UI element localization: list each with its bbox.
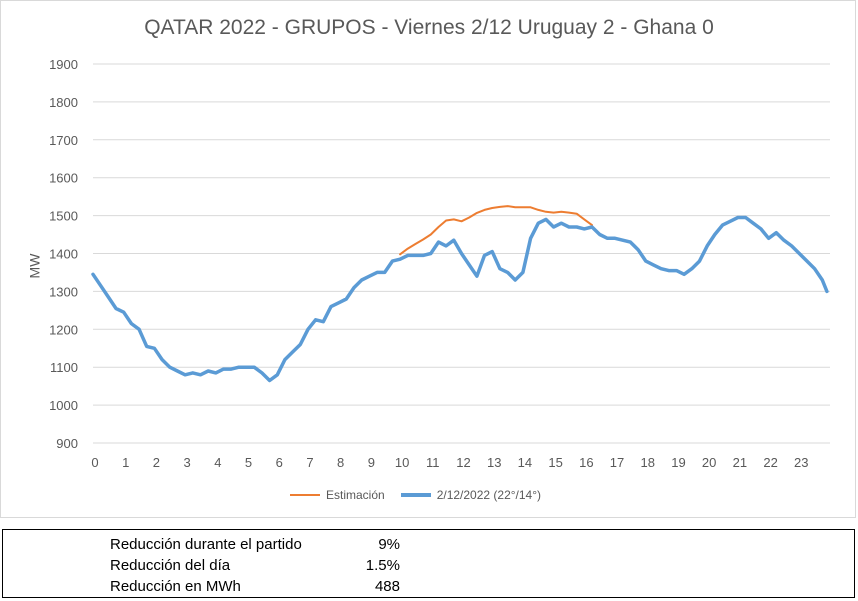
x-tick-label: 0 (91, 455, 98, 470)
legend-swatch-estimacion (290, 494, 320, 496)
summary-label: Reducción del día (110, 557, 231, 574)
x-tick-label: 5 (245, 455, 252, 470)
x-tick-label: 13 (487, 455, 501, 470)
series-line-estimacion (399, 205, 593, 256)
y-axis-label: MW (26, 253, 43, 279)
x-tick-label: 14 (518, 455, 532, 470)
chart-area (0, 0, 856, 518)
y-tick-label: 1700 (49, 133, 78, 148)
x-tick-label: 10 (395, 455, 409, 470)
x-tick-label: 8 (337, 455, 344, 470)
x-tick-label: 23 (794, 455, 808, 470)
y-tick-label: 1500 (49, 209, 78, 224)
x-tick-label: 17 (610, 455, 624, 470)
x-tick-label: 2 (153, 455, 160, 470)
x-tick-label: 4 (214, 455, 221, 470)
x-tick-label: 7 (306, 455, 313, 470)
x-tick-label: 6 (276, 455, 283, 470)
y-tick-label: 1800 (49, 95, 78, 110)
x-tick-label: 21 (733, 455, 747, 470)
y-tick-label: 900 (56, 436, 78, 451)
x-tick-label: 22 (763, 455, 777, 470)
x-tick-label: 12 (456, 455, 470, 470)
series-line-actual (91, 215, 829, 383)
summary-value: 1.5% (365, 557, 400, 574)
summary-label: Reducción durante el partido (110, 536, 302, 553)
x-tick-label: 19 (671, 455, 685, 470)
x-tick-label: 20 (702, 455, 716, 470)
y-tick-label: 1300 (49, 284, 78, 299)
legend-label-estimacion: Estimación (326, 488, 385, 502)
summary-value: 9% (378, 536, 400, 553)
x-tick-label: 11 (426, 455, 440, 470)
chart-title: QATAR 2022 - GRUPOS - Viernes 2/12 Urugu… (144, 16, 714, 39)
y-tick-label: 1100 (50, 360, 78, 375)
x-tick-label: 16 (579, 455, 593, 470)
legend: Estimación 2/12/2022 (22°/14°) (290, 488, 541, 502)
y-tick-label: 1000 (49, 398, 78, 413)
y-tick-label: 1400 (49, 247, 78, 262)
x-tick-label: 1 (122, 455, 129, 470)
y-tick-label: 1600 (49, 171, 78, 186)
legend-swatch-actual (400, 493, 431, 497)
x-tick-label: 15 (548, 455, 562, 470)
x-tick-label: 3 (184, 455, 191, 470)
summary-value: 488 (374, 578, 400, 595)
line-chart: 9001000110012001300140015001600170018001… (49, 57, 830, 470)
legend-label-actual: 2/12/2022 (22°/14°) (436, 488, 542, 502)
summary-label: Reducción en MWh (110, 578, 241, 595)
y-tick-label: 1900 (49, 57, 78, 72)
x-tick-label: 18 (641, 455, 655, 470)
x-tick-label: 9 (368, 455, 375, 470)
legend-item-actual: 2/12/2022 (22°/14°) (400, 488, 542, 502)
summary-table: Reducción durante el partido 9% Reducció… (2, 529, 855, 598)
legend-item-estimacion: Estimación (290, 488, 385, 502)
y-tick-label: 1200 (49, 322, 78, 337)
